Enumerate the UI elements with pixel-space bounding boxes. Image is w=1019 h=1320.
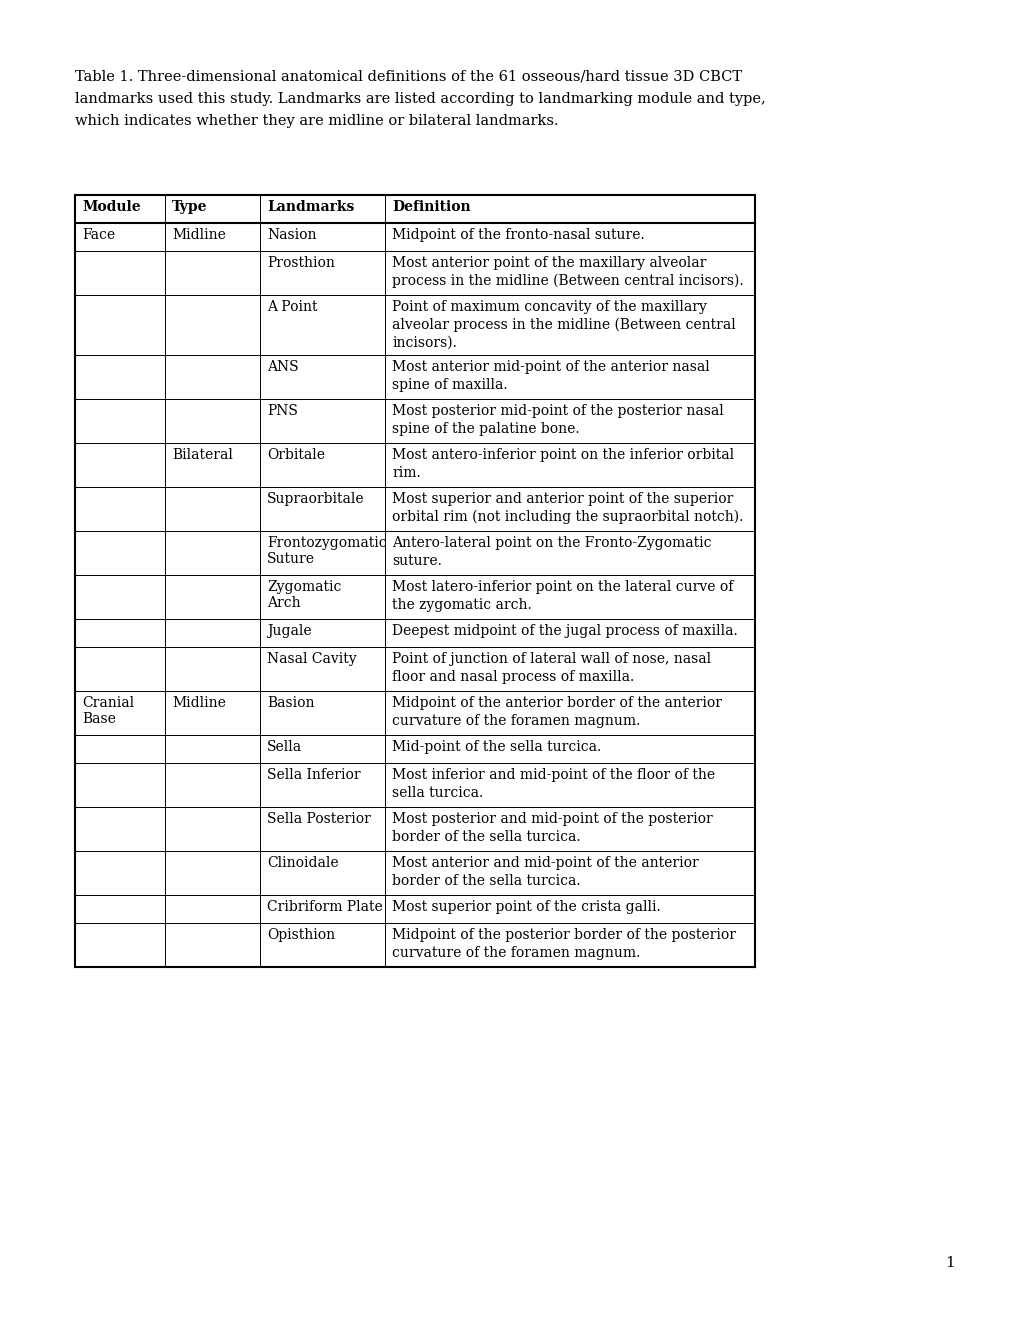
Text: alveolar process in the midline (Between central: alveolar process in the midline (Between… bbox=[391, 318, 735, 333]
Text: Module: Module bbox=[82, 201, 141, 214]
Text: Midline: Midline bbox=[172, 228, 225, 242]
Text: Clinoidale: Clinoidale bbox=[267, 855, 338, 870]
Text: Midpoint of the anterior border of the anterior: Midpoint of the anterior border of the a… bbox=[391, 696, 721, 710]
Text: Definition: Definition bbox=[391, 201, 470, 214]
Text: Point of maximum concavity of the maxillary: Point of maximum concavity of the maxill… bbox=[391, 300, 706, 314]
Text: ANS: ANS bbox=[267, 360, 299, 374]
Text: Most anterior point of the maxillary alveolar: Most anterior point of the maxillary alv… bbox=[391, 256, 706, 271]
Text: Nasal Cavity: Nasal Cavity bbox=[267, 652, 357, 667]
Text: Midpoint of the posterior border of the posterior: Midpoint of the posterior border of the … bbox=[391, 928, 736, 942]
Text: Most posterior mid-point of the posterior nasal: Most posterior mid-point of the posterio… bbox=[391, 404, 723, 418]
Text: A Point: A Point bbox=[267, 300, 317, 314]
Text: Bilateral: Bilateral bbox=[172, 447, 232, 462]
Text: Deepest midpoint of the jugal process of maxilla.: Deepest midpoint of the jugal process of… bbox=[391, 624, 737, 638]
Text: sella turcica.: sella turcica. bbox=[391, 785, 483, 800]
Text: orbital rim (not including the supraorbital notch).: orbital rim (not including the supraorbi… bbox=[391, 510, 743, 524]
Text: PNS: PNS bbox=[267, 404, 298, 418]
Text: Most anterior mid-point of the anterior nasal: Most anterior mid-point of the anterior … bbox=[391, 360, 709, 374]
Text: process in the midline (Between central incisors).: process in the midline (Between central … bbox=[391, 275, 743, 288]
Text: Cribriform Plate: Cribriform Plate bbox=[267, 900, 382, 913]
Text: Most inferior and mid-point of the floor of the: Most inferior and mid-point of the floor… bbox=[391, 768, 714, 781]
Text: landmarks used this study. Landmarks are listed according to landmarking module : landmarks used this study. Landmarks are… bbox=[75, 92, 765, 106]
Text: Opisthion: Opisthion bbox=[267, 928, 335, 942]
Text: Most anterior and mid-point of the anterior: Most anterior and mid-point of the anter… bbox=[391, 855, 698, 870]
Text: border of the sella turcica.: border of the sella turcica. bbox=[391, 874, 580, 888]
Text: Face: Face bbox=[82, 228, 115, 242]
Text: suture.: suture. bbox=[391, 554, 441, 568]
Text: Most posterior and mid-point of the posterior: Most posterior and mid-point of the post… bbox=[391, 812, 712, 826]
Text: Jugale: Jugale bbox=[267, 624, 312, 638]
Text: Landmarks: Landmarks bbox=[267, 201, 354, 214]
Text: spine of the palatine bone.: spine of the palatine bone. bbox=[391, 422, 579, 436]
Text: Sella Inferior: Sella Inferior bbox=[267, 768, 361, 781]
Text: Type: Type bbox=[172, 201, 207, 214]
Text: Antero-lateral point on the Fronto-Zygomatic: Antero-lateral point on the Fronto-Zygom… bbox=[391, 536, 711, 550]
Text: Most superior point of the crista galli.: Most superior point of the crista galli. bbox=[391, 900, 660, 913]
Text: Prosthion: Prosthion bbox=[267, 256, 334, 271]
Text: Orbitale: Orbitale bbox=[267, 447, 325, 462]
Text: which indicates whether they are midline or bilateral landmarks.: which indicates whether they are midline… bbox=[75, 114, 558, 128]
Text: spine of maxilla.: spine of maxilla. bbox=[391, 378, 507, 392]
Text: Cranial
Base: Cranial Base bbox=[82, 696, 133, 726]
Text: Most latero-inferior point on the lateral curve of: Most latero-inferior point on the latera… bbox=[391, 579, 733, 594]
Text: Most antero-inferior point on the inferior orbital: Most antero-inferior point on the inferi… bbox=[391, 447, 734, 462]
Text: Mid-point of the sella turcica.: Mid-point of the sella turcica. bbox=[391, 741, 600, 754]
Text: Frontozygomatic
Suture: Frontozygomatic Suture bbox=[267, 536, 386, 566]
Text: Most superior and anterior point of the superior: Most superior and anterior point of the … bbox=[391, 492, 733, 506]
Text: rim.: rim. bbox=[391, 466, 421, 480]
Text: curvature of the foramen magnum.: curvature of the foramen magnum. bbox=[391, 946, 640, 960]
Text: curvature of the foramen magnum.: curvature of the foramen magnum. bbox=[391, 714, 640, 729]
Text: Nasion: Nasion bbox=[267, 228, 316, 242]
Text: Point of junction of lateral wall of nose, nasal: Point of junction of lateral wall of nos… bbox=[391, 652, 710, 667]
Text: the zygomatic arch.: the zygomatic arch. bbox=[391, 598, 531, 612]
Text: Basion: Basion bbox=[267, 696, 314, 710]
Text: Table 1. Three-dimensional anatomical definitions of the 61 osseous/hard tissue : Table 1. Three-dimensional anatomical de… bbox=[75, 70, 742, 84]
Text: 1: 1 bbox=[945, 1257, 954, 1270]
Text: Sella Posterior: Sella Posterior bbox=[267, 812, 371, 826]
Text: Supraorbitale: Supraorbitale bbox=[267, 492, 364, 506]
Text: incisors).: incisors). bbox=[391, 337, 457, 350]
Text: Zygomatic
Arch: Zygomatic Arch bbox=[267, 579, 341, 610]
Text: Midpoint of the fronto-nasal suture.: Midpoint of the fronto-nasal suture. bbox=[391, 228, 644, 242]
Text: Midline: Midline bbox=[172, 696, 225, 710]
Text: Sella: Sella bbox=[267, 741, 302, 754]
Text: border of the sella turcica.: border of the sella turcica. bbox=[391, 830, 580, 843]
Text: floor and nasal process of maxilla.: floor and nasal process of maxilla. bbox=[391, 671, 634, 684]
